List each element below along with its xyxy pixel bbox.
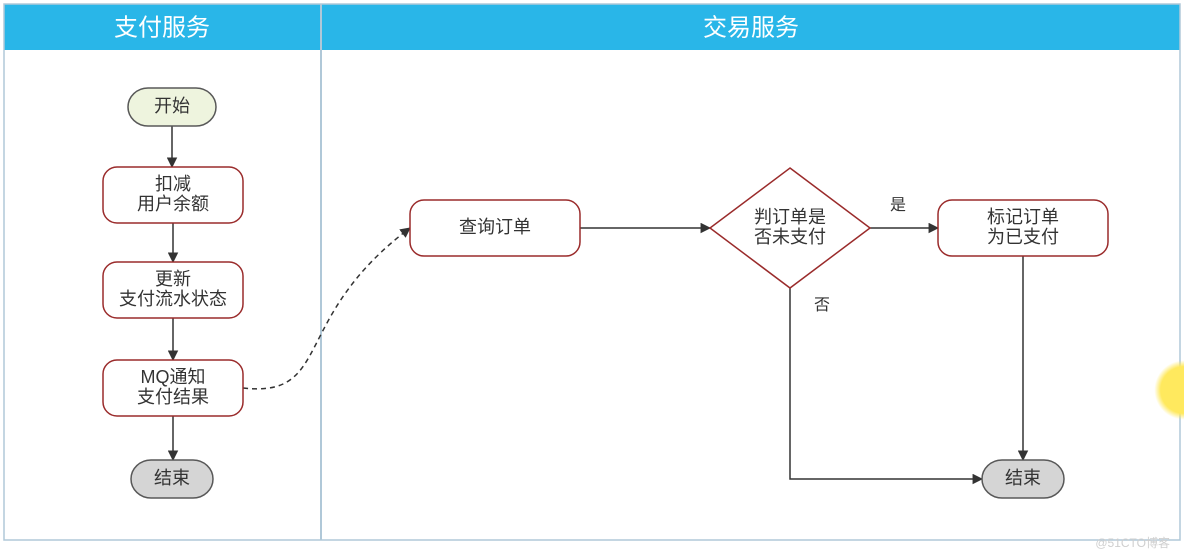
node-mq-label: 支付结果 <box>137 387 209 407</box>
header-right-title: 交易服务 <box>703 14 799 41</box>
node-update-label: 更新 <box>155 269 191 289</box>
node-query-label: 查询订单 <box>459 217 531 237</box>
edge-label-decide-mark: 是 <box>890 197 906 214</box>
node-deduct-label: 扣减 <box>155 174 191 194</box>
nodes-group: 开始扣减用户余额更新支付流水状态 MQ通知支付结果结束 查询订单 判订单是否未支付 标记… <box>103 88 1108 498</box>
flowchart-svg: 支付服务 交易服务 是否 开始扣减用户余额更新支付流水状态MQ通知支付结果结束查… <box>0 0 1184 557</box>
edges-group: 是否 <box>172 126 1023 479</box>
node-decide-label: 否未支付 <box>754 227 826 247</box>
edge-label-decide-end2: 否 <box>814 297 830 314</box>
edge-decide-end2 <box>790 288 982 479</box>
watermark-text: @51CTO博客 <box>1095 534 1170 551</box>
edge-mq-query <box>243 228 410 389</box>
node-decide-label: 判订单是 <box>754 207 826 227</box>
node-start-label: 开始 <box>154 96 190 116</box>
node-end1-label: 结束 <box>154 468 190 488</box>
node-mark-label: 为已支付 <box>987 227 1059 247</box>
node-update-label: 支付流水状态 <box>119 289 227 309</box>
header-left-title: 支付服务 <box>114 14 210 41</box>
node-mark-label: 标记订单 <box>987 207 1059 227</box>
node-mq-label: MQ通知 <box>141 367 206 387</box>
node-end2-label: 结束 <box>1005 468 1041 488</box>
node-deduct-label: 用户余额 <box>137 194 209 214</box>
